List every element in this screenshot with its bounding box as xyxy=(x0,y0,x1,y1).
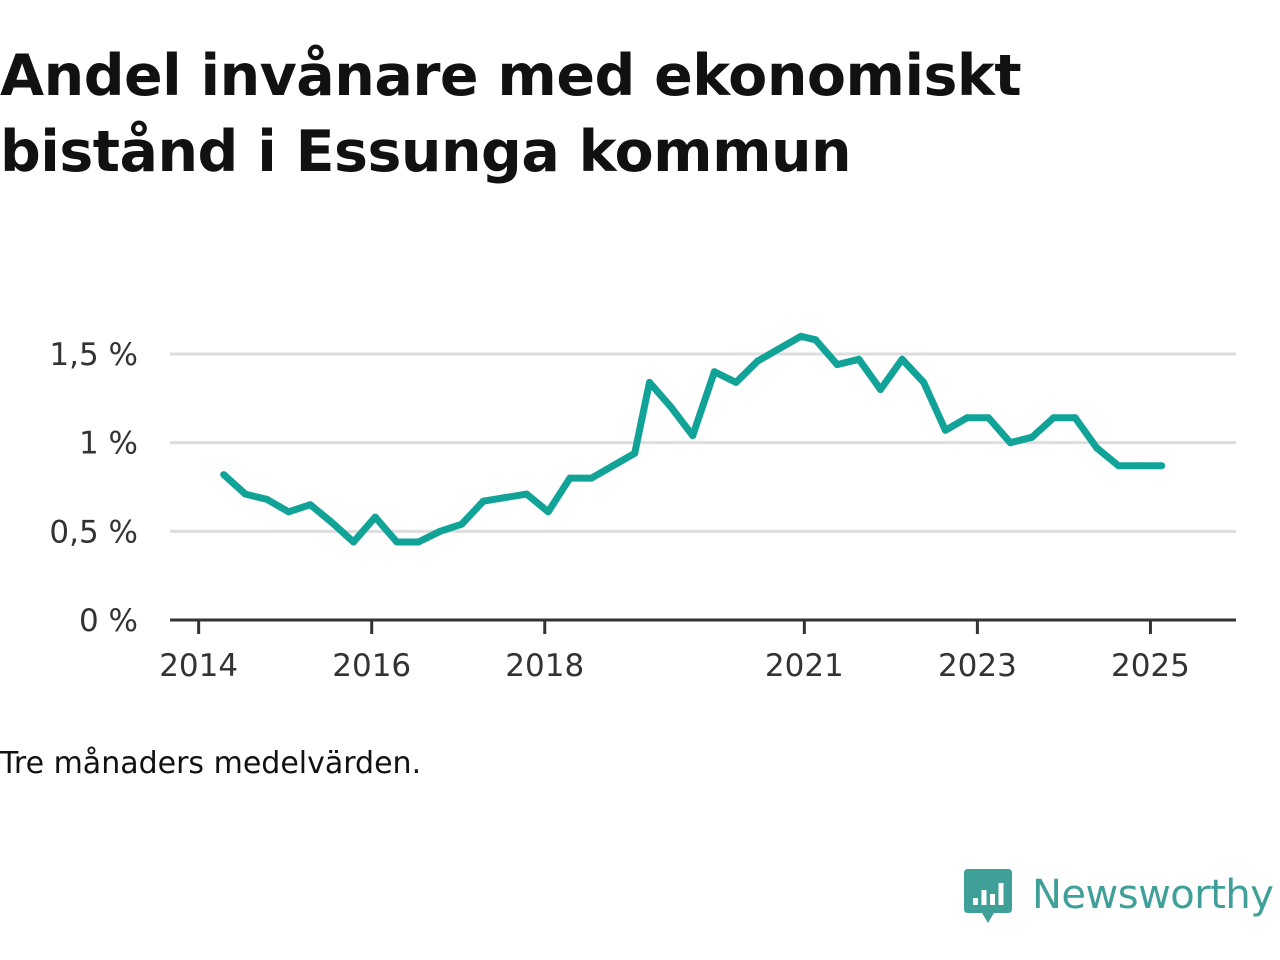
data-point xyxy=(285,508,293,516)
x-tick-label: 2018 xyxy=(505,648,584,684)
data-point xyxy=(963,414,971,422)
data-point xyxy=(609,462,617,470)
data-point xyxy=(1158,462,1166,470)
data-point xyxy=(631,449,639,457)
data-point xyxy=(588,474,595,482)
data-point xyxy=(920,378,928,386)
y-tick-label: 1 % xyxy=(79,426,138,462)
data-point xyxy=(667,403,675,411)
data-point xyxy=(754,357,762,365)
x-tick-label: 2025 xyxy=(1111,648,1190,684)
data-point xyxy=(306,501,314,509)
data-point xyxy=(877,386,884,393)
data-point xyxy=(1006,439,1014,447)
y-tick-label: 0 % xyxy=(79,603,138,639)
brand-name: Newsworthy xyxy=(1032,872,1274,918)
data-point xyxy=(1093,444,1101,452)
data-point xyxy=(985,414,993,422)
data-point xyxy=(371,513,379,521)
data-point xyxy=(328,519,336,526)
y-axis: 0 % 0,5 % 1 % 1,5 % xyxy=(49,337,138,639)
data-point xyxy=(1071,414,1079,422)
data-point xyxy=(646,378,653,386)
data-point xyxy=(833,361,841,369)
data-point xyxy=(797,332,805,340)
data-point xyxy=(855,355,863,363)
data-point xyxy=(523,490,531,498)
data-point xyxy=(263,495,271,503)
data-point xyxy=(566,474,574,482)
x-tick-label: 2014 xyxy=(159,648,238,684)
chart-title: Andel invånare med ekonomiskt bistånd i … xyxy=(0,43,1022,185)
data-point xyxy=(812,336,820,344)
data-point xyxy=(941,426,949,434)
x-tick-label: 2016 xyxy=(332,648,411,684)
y-tick-label: 0,5 % xyxy=(49,514,138,550)
data-point xyxy=(241,490,249,498)
gridlines xyxy=(170,352,1236,533)
data-point xyxy=(1028,433,1036,441)
data-point xyxy=(479,497,487,505)
data-point xyxy=(414,538,422,546)
data-point xyxy=(732,378,740,386)
x-tick-label: 2021 xyxy=(765,648,844,684)
data-point xyxy=(775,345,783,353)
series-line xyxy=(221,332,1162,546)
data-point xyxy=(710,368,718,376)
line-chart: 0 % 0,5 % 1 % 1,5 % 2014 2016 2018 2021 2023 202… xyxy=(49,332,1236,684)
data-point xyxy=(689,432,697,440)
data-point xyxy=(1136,462,1144,470)
data-point xyxy=(501,494,509,502)
data-point xyxy=(1114,462,1122,470)
y-tick-label: 1,5 % xyxy=(49,337,138,373)
data-point xyxy=(544,508,552,516)
data-point xyxy=(1050,414,1057,422)
x-axis: 2014 2016 2018 2021 2023 2025 xyxy=(159,618,1236,684)
series xyxy=(220,332,1166,546)
data-point xyxy=(393,538,401,546)
data-point xyxy=(350,538,357,546)
brand-logo: Newsworthy xyxy=(962,862,1274,928)
data-point xyxy=(898,355,906,363)
data-point xyxy=(436,527,444,535)
bar-chart-speech-bubble-icon xyxy=(964,869,1012,923)
x-tick-label: 2023 xyxy=(938,648,1017,684)
data-point xyxy=(220,471,228,479)
chart-caption: Tre månaders medelvärden. xyxy=(0,746,422,781)
data-point xyxy=(458,520,466,528)
